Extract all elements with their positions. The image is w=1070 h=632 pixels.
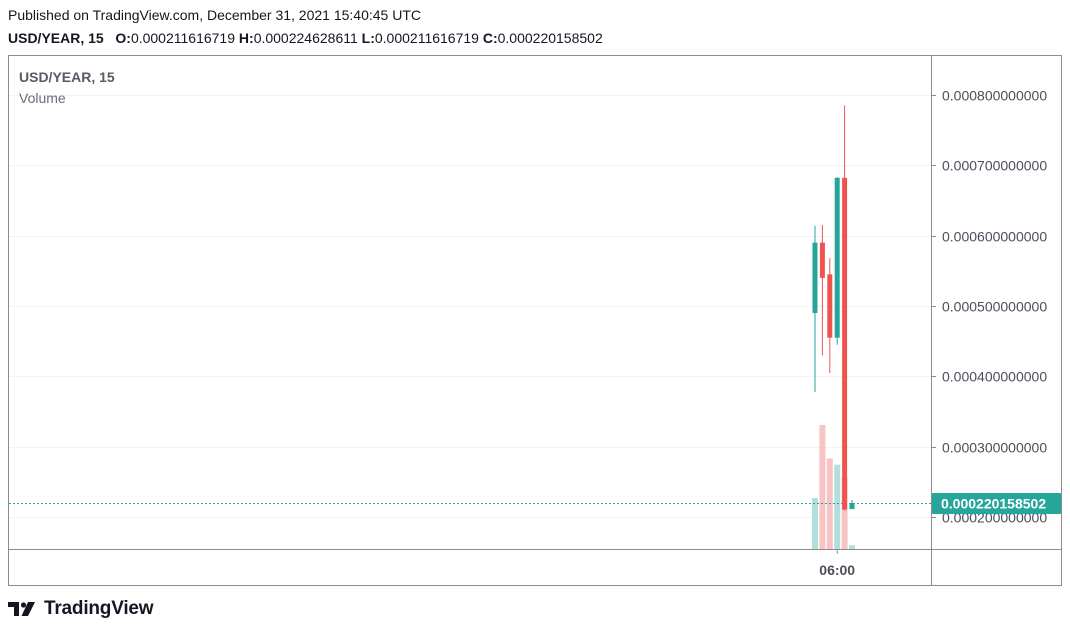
high-label: H: bbox=[238, 30, 254, 46]
volume-bars bbox=[812, 425, 855, 549]
close-value: 0.000220158502 bbox=[497, 30, 603, 46]
open-value: 0.000211616719 bbox=[130, 30, 236, 46]
brand-name: TradingView bbox=[44, 598, 154, 619]
low-value: 0.000211616719 bbox=[374, 30, 479, 46]
candle-body bbox=[834, 177, 840, 338]
candles bbox=[812, 105, 855, 511]
y-tick-label: 0.000500000000 bbox=[942, 299, 1047, 315]
volume-bar bbox=[834, 464, 841, 549]
candle-body bbox=[819, 242, 825, 278]
candle-body bbox=[812, 242, 818, 314]
close-label: C: bbox=[482, 30, 498, 46]
candle-body bbox=[849, 503, 855, 510]
y-tick-label: 0.000800000000 bbox=[942, 88, 1047, 104]
last-price-tag: 0.000220158502 bbox=[932, 493, 1061, 514]
time-axis[interactable]: 06:00 bbox=[819, 549, 855, 578]
y-tick-label: 0.000400000000 bbox=[942, 369, 1047, 385]
published-info: Published on TradingView.com, December 3… bbox=[8, 7, 421, 23]
open-label: O: bbox=[115, 30, 131, 46]
y-tick-label: 0.000700000000 bbox=[942, 158, 1047, 174]
symbol-label: USD/YEAR, 15 bbox=[8, 30, 104, 46]
legend-volume: Volume bbox=[19, 90, 66, 106]
x-tick-label: 06:00 bbox=[819, 562, 855, 578]
candle-body bbox=[827, 274, 833, 338]
legend-symbol: USD/YEAR, 15 bbox=[19, 69, 115, 85]
volume-bar bbox=[812, 498, 818, 549]
volume-bar bbox=[849, 545, 855, 549]
chart-border bbox=[8, 55, 1062, 586]
candle-body bbox=[842, 177, 848, 510]
volume-bar bbox=[841, 477, 848, 549]
y-tick-label: 0.000300000000 bbox=[942, 440, 1047, 456]
price-axis[interactable]: 0.000800000000 0.000700000000 0.0006000000… bbox=[931, 88, 1047, 526]
y-tick-label: 0.000600000000 bbox=[942, 229, 1047, 245]
last-price-label: 0.000220158502 bbox=[941, 496, 1046, 512]
tradingview-logo-icon bbox=[8, 602, 35, 616]
tradingview-logo[interactable]: TradingView bbox=[8, 598, 154, 620]
low-label: L: bbox=[361, 30, 375, 46]
high-value: 0.000224628611 bbox=[253, 30, 358, 46]
grid-lines bbox=[9, 95, 931, 518]
ohlc-summary: USD/YEAR, 15 O:0.000211616719 H:0.000224… bbox=[8, 30, 603, 46]
volume-bar bbox=[819, 425, 826, 549]
